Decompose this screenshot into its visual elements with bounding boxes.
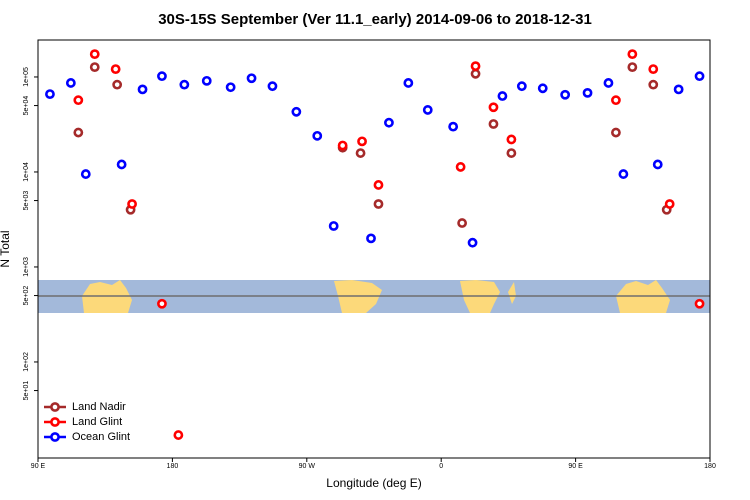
y-tick-label: 1e+03 (23, 257, 30, 277)
point (201, 75, 212, 86)
point (648, 64, 659, 75)
point (582, 87, 593, 98)
x-tick-label: 90 E (31, 463, 46, 470)
point (357, 136, 367, 147)
point (355, 148, 366, 158)
point (422, 105, 433, 115)
legend-marker (50, 417, 60, 427)
x-tick-label: 0 (439, 463, 443, 470)
x-axis-label: Longitude (deg E) (326, 476, 421, 490)
point (467, 237, 478, 248)
plot-frame (37, 39, 711, 459)
y-tick-label: 5e+04 (23, 96, 30, 116)
point (384, 117, 394, 128)
point (603, 78, 614, 88)
legend-marker (50, 432, 60, 442)
series (73, 62, 672, 228)
point (611, 95, 621, 106)
point (173, 430, 184, 440)
point (457, 218, 468, 228)
point (488, 119, 499, 129)
point (448, 121, 459, 132)
y-tick-label: 1e+04 (23, 162, 30, 182)
point (611, 127, 621, 138)
point (80, 169, 91, 179)
point (45, 89, 55, 100)
y-tick-label: 1e+02 (23, 352, 30, 372)
point (506, 134, 517, 145)
point (337, 140, 348, 151)
point (694, 71, 705, 82)
point (537, 83, 548, 94)
legend-label: Ocean Glint (72, 431, 130, 443)
x-tick-label: 180 (704, 463, 716, 470)
point (116, 159, 127, 170)
point (112, 79, 123, 90)
point (312, 130, 323, 141)
point (470, 68, 481, 79)
legend-label: Land Nadir (72, 401, 126, 413)
point (291, 106, 302, 117)
y-tick-label: 1e+05 (23, 67, 30, 87)
point (664, 199, 675, 209)
point (455, 162, 466, 172)
point (488, 102, 499, 113)
point (470, 61, 481, 72)
point (127, 199, 137, 209)
point (506, 148, 517, 158)
x-tick-label: 180 (167, 463, 179, 470)
point (137, 84, 148, 95)
point (373, 180, 384, 190)
point (403, 78, 414, 88)
y-tick-label: 5e+02 (23, 286, 30, 306)
y-tick-label: 5e+03 (23, 191, 30, 211)
point (373, 199, 384, 209)
point (246, 73, 257, 84)
legend-marker (50, 402, 60, 412)
point (89, 49, 100, 60)
point (627, 49, 638, 60)
y-tick-label: 5e+01 (23, 381, 30, 401)
point (225, 82, 236, 93)
point (627, 62, 638, 73)
point (618, 169, 629, 179)
legend-label: Land Glint (72, 416, 122, 428)
x-tick-label: 90 E (568, 463, 583, 470)
point (694, 298, 705, 309)
point (179, 79, 190, 90)
y-axis-label: N Total (0, 230, 12, 267)
point (73, 95, 84, 106)
point (157, 71, 167, 82)
chart-title: 30S-15S September (Ver 11.1_early) 2014-… (158, 11, 592, 28)
point (267, 81, 278, 92)
map-strip (38, 280, 710, 313)
point (73, 127, 84, 138)
point (366, 233, 376, 244)
series (73, 49, 705, 440)
point (328, 221, 339, 231)
point (110, 64, 121, 75)
point (157, 298, 167, 309)
point (652, 159, 663, 170)
point (65, 78, 76, 88)
point (648, 79, 659, 90)
point (673, 84, 684, 95)
point (497, 91, 508, 101)
x-tick-label: 90 W (299, 463, 316, 470)
point (516, 81, 527, 92)
point (560, 89, 571, 100)
series (45, 71, 705, 248)
point (89, 62, 100, 73)
